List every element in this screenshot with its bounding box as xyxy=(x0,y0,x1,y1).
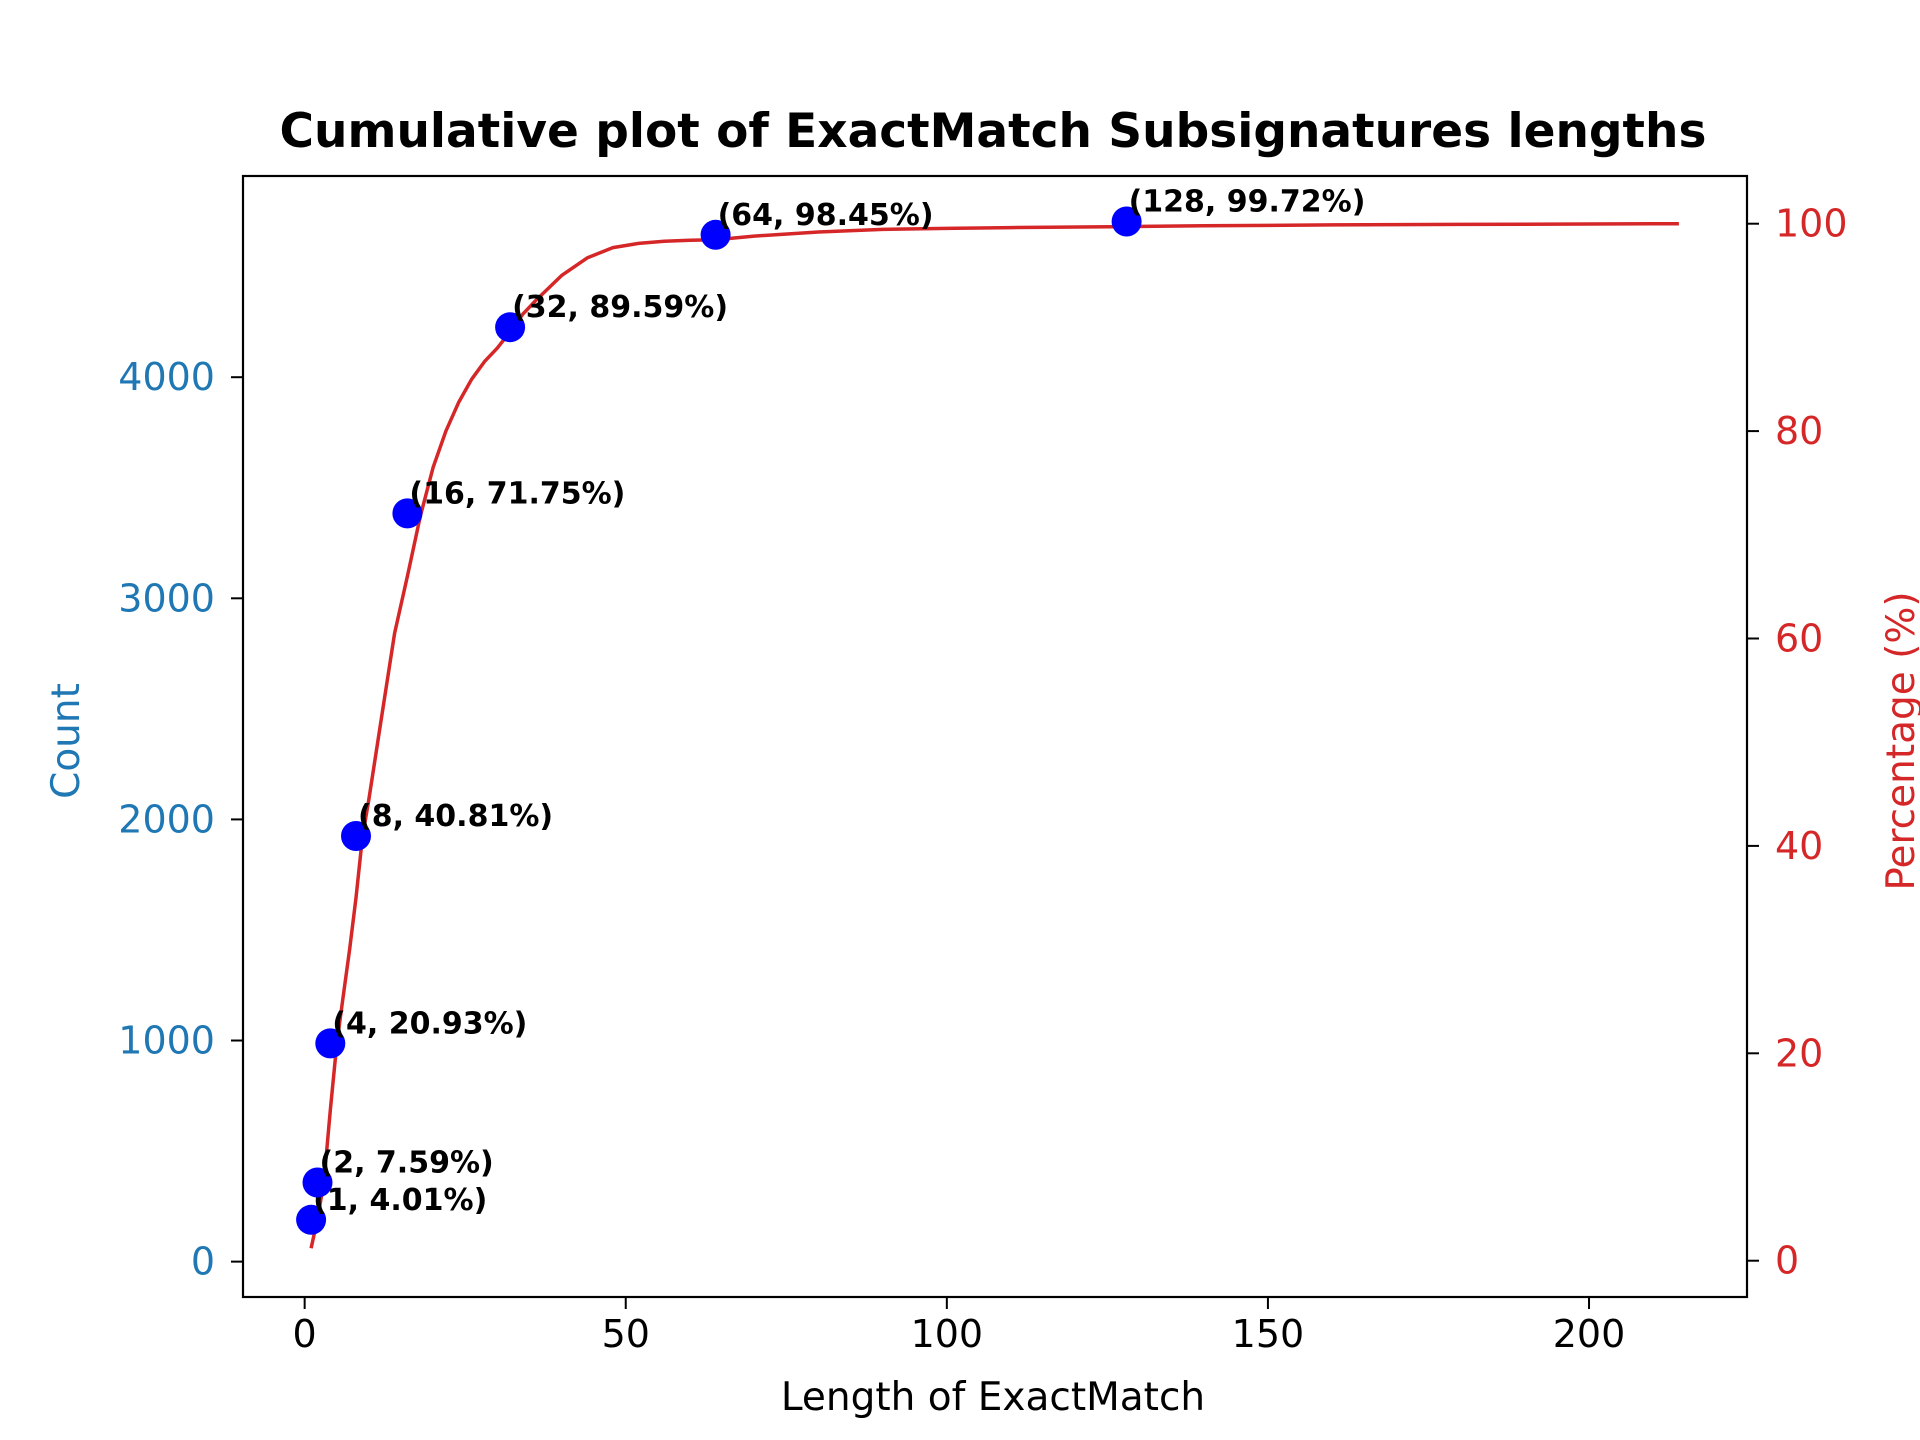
data-point xyxy=(1111,206,1142,237)
data-point xyxy=(296,1204,327,1235)
plot-layer: (1, 4.01%)(2, 7.59%) (4, 20.93%) (8, 40.81… xyxy=(296,185,1679,1249)
y-right-tick-label: 0 xyxy=(1775,1239,1799,1283)
data-point-label: (128, 99.72%) xyxy=(1129,185,1366,220)
data-point-label: (4, 20.93%) xyxy=(332,1006,527,1041)
x-axis-label: Length of ExactMatch xyxy=(781,1375,1205,1420)
y-left-tick-label: 3000 xyxy=(118,576,215,620)
data-point xyxy=(700,219,731,250)
data-point xyxy=(341,821,371,851)
plot-frame xyxy=(241,174,1749,1299)
data-point-label: (2, 7.59%) xyxy=(320,1146,494,1181)
y-axis-right-label: Percentage (%) xyxy=(1879,591,1920,890)
y-left-tick-label: 1000 xyxy=(118,1019,215,1063)
y-left-tick-label: 2000 xyxy=(118,797,215,841)
x-tick-label: 200 xyxy=(1553,1312,1626,1356)
axes-layer: 0 50 100 150 2000100020003000400002040608010… xyxy=(118,174,1848,1356)
y-left-tick-label: 4000 xyxy=(118,355,215,399)
y-left-tick-label: 0 xyxy=(191,1240,215,1284)
data-point xyxy=(495,312,526,343)
x-tick-label: 150 xyxy=(1232,1312,1305,1356)
data-point xyxy=(392,498,423,529)
x-tick-label: 100 xyxy=(911,1312,984,1356)
x-tick-label: 50 xyxy=(602,1312,650,1356)
chart-title: Cumulative plot of ExactMatch Subsignatu… xyxy=(280,104,1707,159)
y-right-tick-label: 60 xyxy=(1775,617,1823,661)
y-right-tick-label: 40 xyxy=(1775,824,1823,868)
y-right-tick-label: 80 xyxy=(1775,409,1823,453)
data-point-label: (32, 89.59%) xyxy=(512,290,728,325)
data-point-label: (8, 40.81%) xyxy=(358,799,553,834)
data-point-label: (1, 4.01%) xyxy=(313,1183,487,1218)
y-right-tick-label: 20 xyxy=(1775,1031,1823,1075)
x-tick-label: 0 xyxy=(293,1312,317,1356)
data-point-label: (16, 71.75%) xyxy=(409,476,625,511)
data-point xyxy=(315,1028,346,1059)
data-point-label: (64, 98.45%) xyxy=(718,198,934,233)
y-axis-left-label: Count xyxy=(44,683,89,799)
data-point xyxy=(302,1167,333,1198)
y-right-tick-label: 100 xyxy=(1775,202,1848,246)
